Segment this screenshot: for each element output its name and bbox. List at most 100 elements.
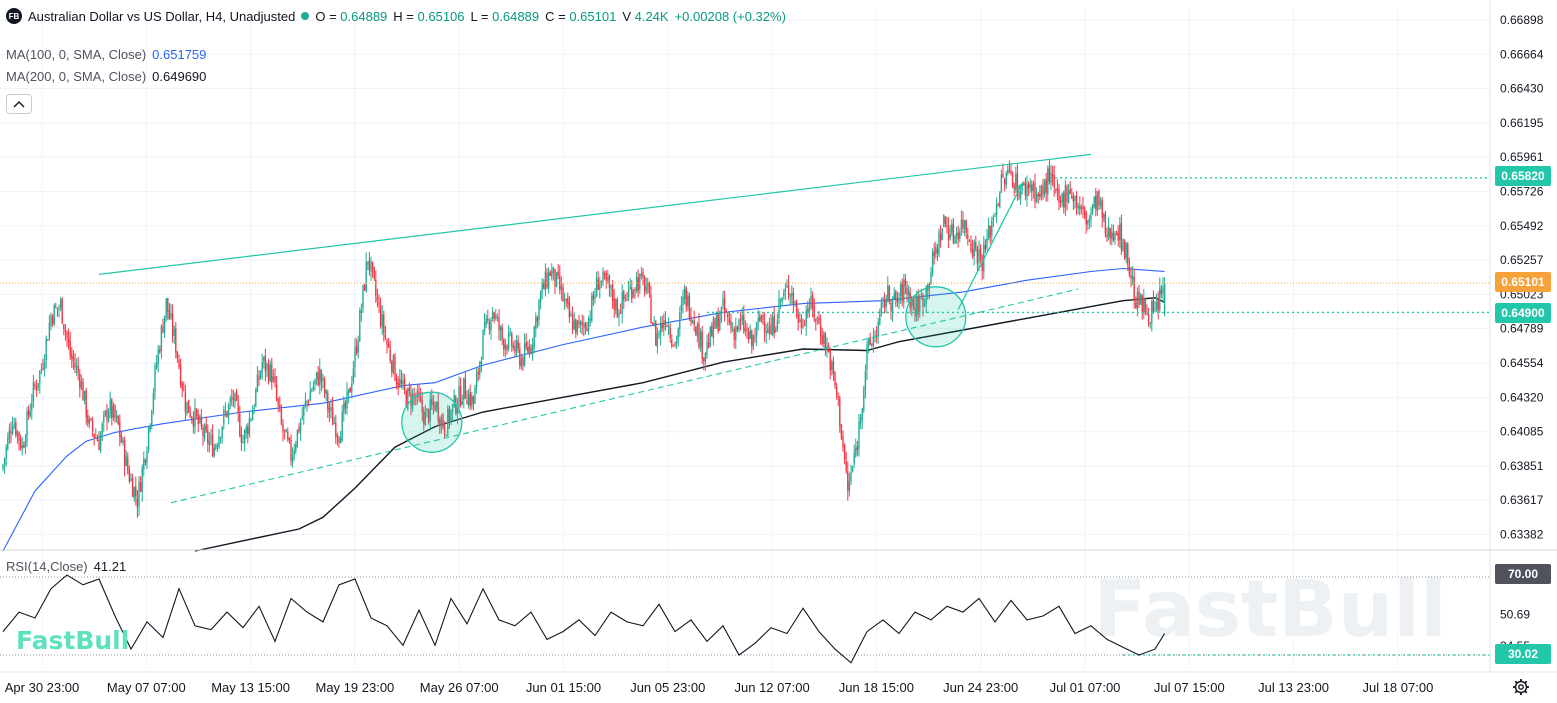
candle-down [247, 427, 249, 435]
candle-down [431, 398, 433, 405]
candle-down [376, 296, 379, 301]
candle-up [245, 426, 247, 433]
chart-title[interactable]: Australian Dollar vs US Dollar, H4, Unad… [28, 8, 296, 24]
candle-up [659, 323, 662, 336]
candle-down [119, 422, 121, 437]
candle-down [1083, 207, 1086, 215]
candle-down [647, 284, 649, 286]
rsi-pane[interactable] [0, 574, 1490, 664]
candle-up [951, 223, 953, 233]
market-status-dot [301, 12, 310, 20]
candle-down [368, 260, 371, 270]
candle-up [624, 297, 627, 299]
candle-up [928, 283, 931, 289]
candle-down [1023, 183, 1025, 185]
candle-up [891, 298, 894, 313]
candle-down [69, 340, 71, 356]
candle-up [810, 295, 812, 309]
candle-down [895, 291, 897, 300]
candle-down [511, 334, 513, 347]
candle-up [778, 299, 780, 319]
candle-up [639, 274, 641, 290]
candle-down [1059, 200, 1062, 203]
candle-up [594, 296, 596, 299]
candle-down [952, 224, 955, 243]
candle-up [555, 272, 558, 287]
candle-up [269, 363, 271, 381]
candle-up [218, 436, 220, 448]
candle-up [203, 426, 206, 439]
candle-up [576, 320, 579, 333]
candle-down [890, 303, 892, 311]
candle-down [631, 287, 633, 300]
candle-up [341, 411, 343, 441]
candle-down [477, 371, 479, 375]
candle-up [1088, 218, 1091, 222]
candle-down [695, 327, 697, 335]
candle-up [920, 296, 923, 298]
candle-up [706, 341, 708, 355]
candle-up [959, 231, 961, 240]
candle-up [58, 307, 60, 309]
ma100-legend[interactable]: MA(100, 0, SMA, Close) 0.651759 [6, 47, 206, 62]
symbol-badge[interactable]: FB [6, 8, 22, 24]
candle-up [864, 371, 867, 389]
candle-down [1109, 228, 1111, 239]
candle-up [360, 309, 363, 314]
candle-up [160, 326, 163, 352]
candle-down [1120, 222, 1123, 251]
candle-up [381, 314, 383, 328]
candle-up [755, 322, 758, 337]
candle-up [255, 389, 257, 406]
candle-up [223, 409, 225, 425]
ma100-line [2, 267, 1165, 552]
candle-down [743, 315, 745, 332]
candle-down [439, 419, 441, 427]
candle-down [896, 299, 899, 303]
candle-down [72, 356, 75, 362]
candle-up [663, 321, 665, 329]
candle-up [109, 399, 111, 411]
candle-down [488, 322, 491, 330]
candle-down [813, 305, 815, 320]
price-tick-label: 0.65726 [1500, 185, 1544, 199]
candle-up [351, 383, 353, 392]
ma200-legend[interactable]: MA(200, 0, SMA, Close) 0.649690 [6, 69, 206, 84]
candle-down [64, 329, 67, 332]
candle-down [469, 392, 471, 406]
candle-up [741, 315, 743, 320]
candle-down [114, 405, 116, 419]
candle-up [39, 370, 41, 384]
candle-down [96, 438, 99, 442]
candle-down [375, 279, 377, 296]
candle-down [144, 459, 147, 463]
candle-down [79, 373, 81, 388]
candle-up [563, 298, 566, 301]
candle-up [893, 293, 895, 299]
candle-down [693, 320, 695, 326]
candle-up [424, 412, 427, 426]
candle-up [1077, 206, 1079, 209]
candle-down [562, 287, 564, 302]
candle-down [1152, 300, 1155, 312]
candle-down [1063, 192, 1065, 208]
candle-down [883, 299, 886, 308]
rsi-legend[interactable]: RSI(14,Close) 41.21 [6, 559, 126, 574]
candle-up [483, 322, 486, 332]
time-tick-label: Jun 24 23:00 [943, 680, 1018, 695]
annotations[interactable] [0, 153, 1490, 504]
highlight-circle [905, 286, 967, 348]
candle-down [189, 412, 191, 417]
candle-down [672, 345, 675, 347]
candle-up [923, 303, 926, 306]
candle-down [811, 295, 814, 308]
candlesticks[interactable] [2, 160, 1166, 518]
candle-down [1133, 276, 1135, 301]
candle-down [191, 417, 193, 419]
gear-icon[interactable] [1512, 678, 1530, 696]
candle-down [394, 356, 396, 381]
collapse-legend-button[interactable] [6, 94, 32, 114]
candle-down [944, 216, 947, 225]
candle-down [211, 434, 214, 457]
